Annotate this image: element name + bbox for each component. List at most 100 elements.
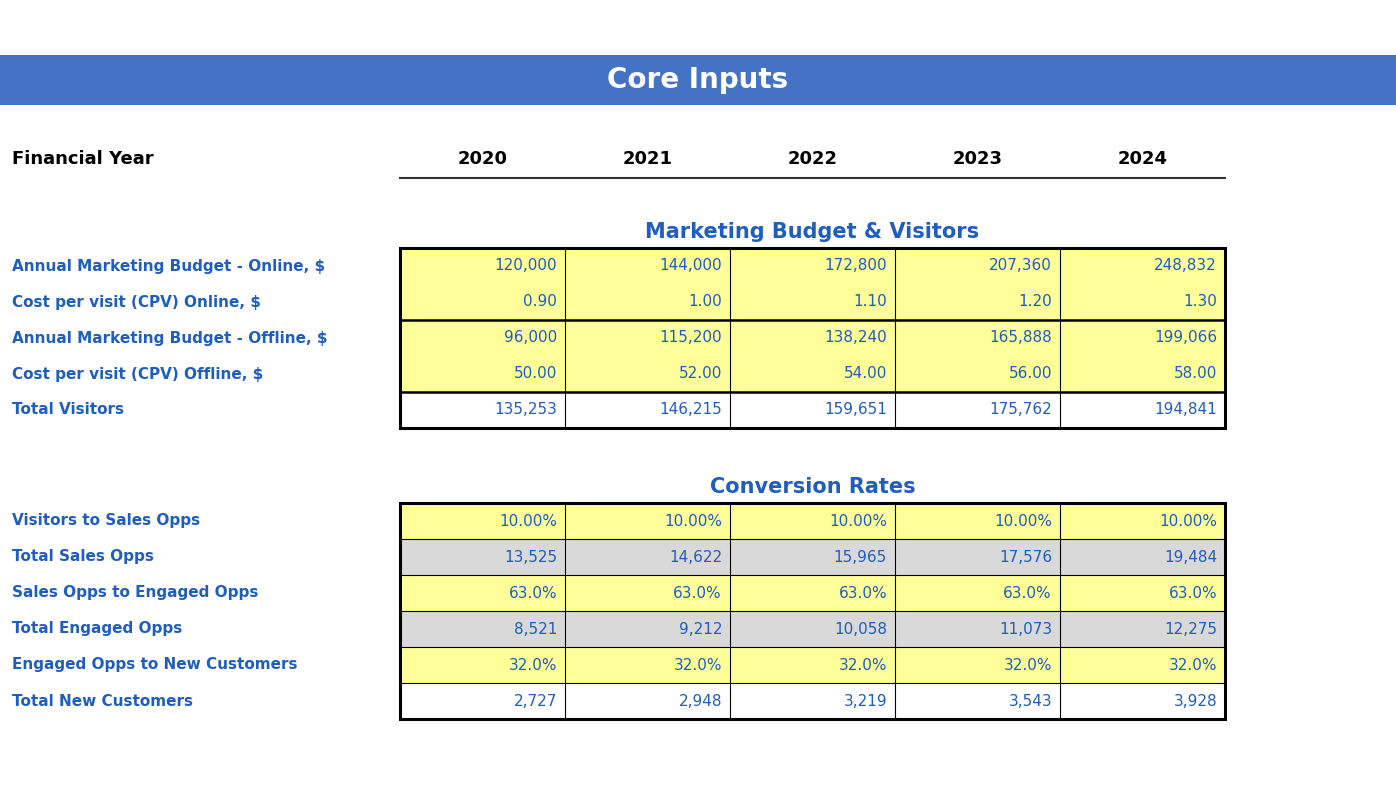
Bar bbox=[1060, 575, 1226, 611]
Bar bbox=[401, 683, 565, 719]
Bar bbox=[401, 284, 565, 320]
Text: 2,948: 2,948 bbox=[678, 693, 722, 708]
Bar bbox=[895, 683, 1060, 719]
Text: 248,832: 248,832 bbox=[1154, 259, 1217, 274]
Bar bbox=[895, 284, 1060, 320]
Text: 32.0%: 32.0% bbox=[1004, 658, 1053, 673]
Text: Financial Year: Financial Year bbox=[13, 150, 154, 168]
Text: 63.0%: 63.0% bbox=[508, 586, 557, 601]
Text: Conversion Rates: Conversion Rates bbox=[709, 477, 916, 497]
Bar bbox=[401, 248, 1226, 428]
Text: 54.00: 54.00 bbox=[843, 366, 886, 381]
Bar bbox=[895, 248, 1060, 284]
Bar bbox=[730, 320, 895, 356]
Bar bbox=[895, 575, 1060, 611]
Text: 10.00%: 10.00% bbox=[1159, 513, 1217, 528]
Text: 96,000: 96,000 bbox=[504, 330, 557, 346]
Text: 63.0%: 63.0% bbox=[673, 586, 722, 601]
Text: 3,928: 3,928 bbox=[1174, 693, 1217, 708]
Text: 194,841: 194,841 bbox=[1154, 402, 1217, 417]
Text: 12,275: 12,275 bbox=[1164, 622, 1217, 637]
Text: 32.0%: 32.0% bbox=[508, 658, 557, 673]
Text: Annual Marketing Budget - Online, $: Annual Marketing Budget - Online, $ bbox=[13, 259, 325, 274]
Text: 0.90: 0.90 bbox=[524, 295, 557, 310]
Text: 56.00: 56.00 bbox=[1008, 366, 1053, 381]
Bar bbox=[730, 611, 895, 647]
Bar bbox=[730, 392, 895, 428]
Text: Engaged Opps to New Customers: Engaged Opps to New Customers bbox=[13, 658, 297, 673]
Text: 135,253: 135,253 bbox=[494, 402, 557, 417]
Text: 207,360: 207,360 bbox=[990, 259, 1053, 274]
Text: 63.0%: 63.0% bbox=[1004, 586, 1053, 601]
Text: 50.00: 50.00 bbox=[514, 366, 557, 381]
Text: Total New Customers: Total New Customers bbox=[13, 693, 193, 708]
Text: 8,521: 8,521 bbox=[514, 622, 557, 637]
Text: Total Engaged Opps: Total Engaged Opps bbox=[13, 622, 183, 637]
Text: 172,800: 172,800 bbox=[825, 259, 886, 274]
Bar bbox=[1060, 248, 1226, 284]
Bar bbox=[895, 356, 1060, 392]
Text: 14,622: 14,622 bbox=[669, 549, 722, 564]
Bar bbox=[730, 575, 895, 611]
Text: Cost per visit (CPV) Offline, $: Cost per visit (CPV) Offline, $ bbox=[13, 366, 264, 381]
Text: 138,240: 138,240 bbox=[824, 330, 886, 346]
Bar bbox=[565, 683, 730, 719]
Bar bbox=[730, 539, 895, 575]
Text: Total Visitors: Total Visitors bbox=[13, 402, 124, 417]
Text: 2023: 2023 bbox=[952, 150, 1002, 168]
Bar bbox=[565, 248, 730, 284]
Text: 13,525: 13,525 bbox=[504, 549, 557, 564]
Bar bbox=[401, 356, 565, 392]
Text: 2022: 2022 bbox=[787, 150, 838, 168]
Text: Visitors to Sales Opps: Visitors to Sales Opps bbox=[13, 513, 200, 528]
Bar bbox=[1060, 356, 1226, 392]
Text: 10.00%: 10.00% bbox=[498, 513, 557, 528]
Bar bbox=[895, 503, 1060, 539]
Bar bbox=[730, 647, 895, 683]
Text: 10,058: 10,058 bbox=[833, 622, 886, 637]
Bar bbox=[730, 683, 895, 719]
Bar bbox=[730, 248, 895, 284]
Text: 175,762: 175,762 bbox=[990, 402, 1053, 417]
Bar bbox=[565, 611, 730, 647]
Text: 2021: 2021 bbox=[623, 150, 673, 168]
Bar bbox=[401, 575, 565, 611]
Text: 9,212: 9,212 bbox=[678, 622, 722, 637]
Text: 120,000: 120,000 bbox=[494, 259, 557, 274]
Text: 11,073: 11,073 bbox=[1000, 622, 1053, 637]
Bar bbox=[401, 248, 565, 284]
Text: 159,651: 159,651 bbox=[824, 402, 886, 417]
Text: 15,965: 15,965 bbox=[833, 549, 886, 564]
Text: 2020: 2020 bbox=[458, 150, 508, 168]
Bar bbox=[565, 284, 730, 320]
Text: 10.00%: 10.00% bbox=[829, 513, 886, 528]
Bar bbox=[565, 647, 730, 683]
Text: 165,888: 165,888 bbox=[990, 330, 1053, 346]
Text: 2024: 2024 bbox=[1118, 150, 1167, 168]
Bar bbox=[1060, 683, 1226, 719]
Text: 115,200: 115,200 bbox=[659, 330, 722, 346]
Text: Core Inputs: Core Inputs bbox=[607, 66, 789, 94]
Text: 10.00%: 10.00% bbox=[994, 513, 1053, 528]
Text: 17,576: 17,576 bbox=[1000, 549, 1053, 564]
Text: 144,000: 144,000 bbox=[659, 259, 722, 274]
Text: 32.0%: 32.0% bbox=[839, 658, 886, 673]
Bar bbox=[401, 611, 565, 647]
Bar bbox=[730, 503, 895, 539]
Text: 146,215: 146,215 bbox=[659, 402, 722, 417]
Bar bbox=[401, 320, 565, 356]
Bar bbox=[565, 503, 730, 539]
Bar bbox=[401, 503, 565, 539]
Text: Marketing Budget & Visitors: Marketing Budget & Visitors bbox=[645, 222, 980, 242]
Bar bbox=[730, 284, 895, 320]
Bar bbox=[401, 539, 565, 575]
Bar bbox=[1060, 392, 1226, 428]
Text: 1.30: 1.30 bbox=[1184, 295, 1217, 310]
Bar bbox=[730, 356, 895, 392]
Bar bbox=[895, 320, 1060, 356]
Text: 19,484: 19,484 bbox=[1164, 549, 1217, 564]
Bar bbox=[1060, 503, 1226, 539]
Text: 1.00: 1.00 bbox=[688, 295, 722, 310]
Bar bbox=[565, 539, 730, 575]
Text: 32.0%: 32.0% bbox=[673, 658, 722, 673]
